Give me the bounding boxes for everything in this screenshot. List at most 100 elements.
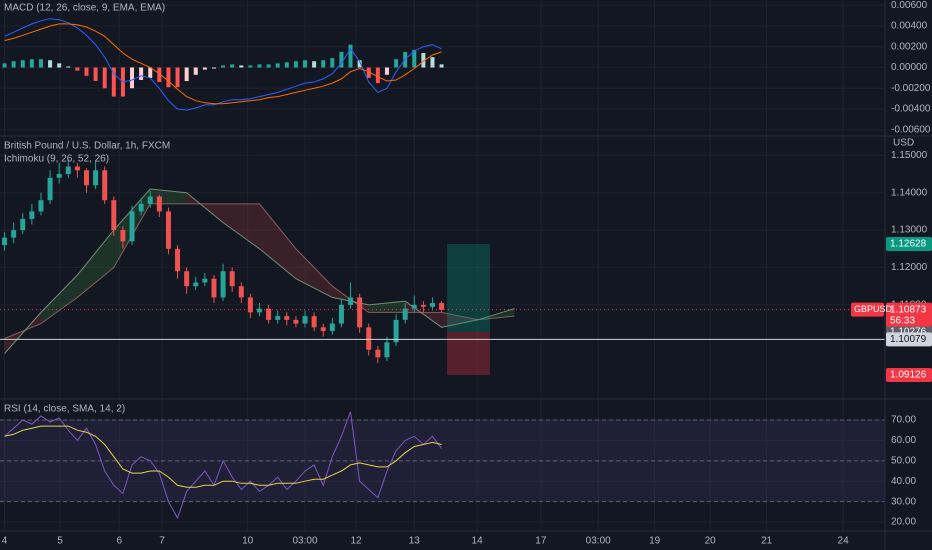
candle-body [56, 174, 62, 178]
y-tick-label: 60.00 [891, 435, 916, 446]
candle-body [247, 297, 253, 313]
macd-line [4, 18, 442, 111]
candle-body [311, 316, 317, 328]
macd-histogram-bar [239, 65, 244, 68]
x-tick-label: 10 [242, 536, 254, 547]
currency-label: USD [893, 138, 914, 149]
candle-body [393, 319, 399, 343]
macd-histogram-bar [275, 63, 280, 68]
macd-histogram-bar [193, 67, 198, 75]
candle-body [193, 282, 199, 287]
candle-body [411, 304, 417, 309]
y-tick-label: 50.00 [891, 455, 916, 466]
candle-body [348, 297, 354, 305]
macd-histogram-bar [148, 67, 153, 78]
candle-body [184, 271, 190, 287]
candle-body [138, 203, 144, 212]
macd-histogram-bar [93, 67, 98, 81]
candle-body [175, 248, 181, 272]
ichimoku-title: Ichimoku (9, 26, 52, 26) [4, 154, 109, 165]
candle-body [329, 323, 335, 332]
x-tick-label: 24 [838, 536, 850, 547]
x-tick-label: 03:00 [586, 536, 611, 547]
candle-body [384, 342, 390, 358]
last-price-label: 1.10873 [890, 304, 927, 315]
macd-histogram-bar [375, 67, 380, 84]
y-tick-label: -0.00400 [891, 104, 931, 115]
y-tick-label: 30.00 [891, 496, 916, 507]
ichimoku-cloud [223, 203, 260, 249]
y-tick-label: 0.00000 [891, 62, 928, 73]
macd-histogram-bar [339, 51, 344, 68]
candle-body [74, 166, 80, 171]
macd-histogram-bar [130, 67, 135, 89]
x-tick-label: 6 [116, 536, 122, 547]
candle-body [420, 304, 426, 307]
y-tick-label: 1.12000 [891, 262, 928, 273]
macd-histogram-bar [412, 49, 417, 68]
macd-histogram-bar [312, 61, 317, 68]
symbol-title: British Pound / U.S. Dollar, 1h, FXCM [4, 141, 170, 152]
countdown-label: 56:33 [890, 315, 915, 326]
macd-histogram-bar [184, 67, 189, 81]
macd-histogram-bar [394, 59, 399, 68]
y-tick-label: 1.13000 [891, 225, 928, 236]
candle-body [11, 230, 17, 238]
macd-histogram-bar [175, 67, 180, 88]
ichimoku-span-b [4, 203, 515, 339]
macd-histogram-bar [293, 61, 298, 68]
macd-histogram-bar [66, 66, 71, 68]
macd-histogram-bar [38, 59, 43, 68]
y-tick-label: 1.14000 [891, 187, 928, 198]
candle-body [366, 327, 372, 350]
x-tick-label: 12 [350, 536, 362, 547]
macd-histogram-bar [202, 67, 207, 70]
y-tick-label: 0.00400 [891, 21, 928, 32]
rsi-line [4, 411, 443, 520]
x-tick-label: 4 [2, 536, 8, 547]
candle-body [129, 211, 135, 242]
candle-body [120, 230, 126, 242]
candle-body [111, 200, 117, 231]
macd-histogram-bar [430, 57, 435, 68]
macd-histogram-bar [348, 44, 353, 68]
candle-body [429, 303, 435, 307]
x-tick-label: 03:00 [292, 536, 317, 547]
macd-histogram-bar [221, 65, 226, 68]
symbol-tag-box [851, 302, 884, 317]
macd-histogram-bar [20, 60, 25, 68]
x-tick-label: 20 [705, 536, 717, 547]
macd-histogram-bar [111, 67, 116, 97]
x-tick-label: 14 [472, 536, 484, 547]
macd-histogram-bar [366, 67, 371, 78]
macd-histogram-bar [211, 67, 216, 69]
macd-title: MACD (12, 26, close, 9, EMA, EMA) [4, 3, 165, 14]
candle-body [439, 303, 445, 310]
candle-body [93, 170, 99, 186]
last-price-box [886, 302, 932, 327]
ichimoku-cloud [40, 274, 78, 324]
candle-body [357, 297, 363, 328]
x-tick-label: 17 [535, 536, 547, 547]
candle-body [375, 349, 381, 358]
candle-body [302, 316, 308, 324]
candle-body [20, 218, 26, 231]
symbol-tag: GBPUSD [854, 304, 893, 314]
candle-body [275, 316, 281, 320]
macd-histogram-bar [266, 64, 271, 68]
hline-label-box [886, 332, 932, 347]
candle-body [65, 166, 71, 175]
candle-body [47, 177, 53, 201]
macd-histogram-bar [48, 60, 53, 68]
candle-body [102, 170, 108, 201]
candle-body [156, 196, 162, 212]
macd-histogram-bar [284, 62, 289, 68]
macd-histogram-bar [257, 64, 262, 68]
ichimoku-span-a [4, 188, 515, 354]
y-tick-label: -0.00600 [891, 124, 931, 135]
macd-histogram-bar [2, 63, 7, 68]
position-target-zone [447, 244, 490, 332]
macd-histogram-bar [421, 52, 426, 68]
rsi-title: RSI (14, close, SMA, 14, 2) [4, 404, 125, 415]
